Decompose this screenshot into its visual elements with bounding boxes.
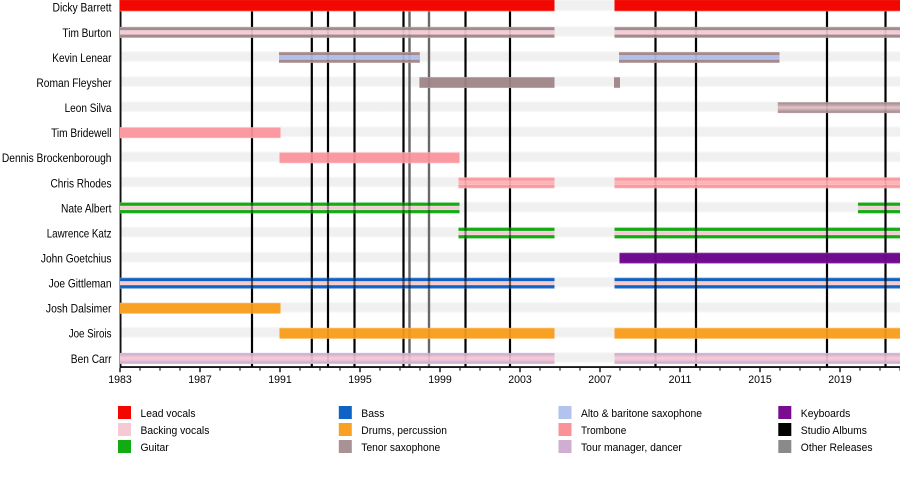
svg-text:John Goetchius: John Goetchius [41, 252, 112, 266]
svg-text:Ben Carr: Ben Carr [71, 352, 112, 366]
svg-text:Nate Albert: Nate Albert [61, 201, 112, 215]
svg-text:Dicky Barrett: Dicky Barrett [53, 1, 112, 15]
svg-text:Studio Albums: Studio Albums [801, 425, 867, 437]
svg-text:1987: 1987 [188, 374, 212, 386]
svg-text:1983: 1983 [108, 374, 132, 386]
svg-text:Tim Burton: Tim Burton [62, 26, 111, 40]
svg-text:Other Releases: Other Releases [801, 442, 873, 454]
svg-text:2007: 2007 [588, 374, 612, 386]
svg-text:Leon Silva: Leon Silva [65, 101, 112, 115]
svg-text:Drums, percussion: Drums, percussion [361, 425, 447, 437]
svg-text:Tour manager, dancer: Tour manager, dancer [581, 442, 682, 454]
svg-text:Joe Gittleman: Joe Gittleman [49, 277, 112, 291]
svg-text:Lawrence Katz: Lawrence Katz [47, 226, 112, 240]
svg-text:Dennis Brockenborough: Dennis Brockenborough [2, 151, 112, 165]
svg-text:2015: 2015 [748, 374, 772, 386]
svg-text:Tim Bridewell: Tim Bridewell [51, 126, 111, 140]
svg-text:1995: 1995 [348, 374, 372, 386]
svg-text:1999: 1999 [428, 374, 452, 386]
svg-text:Alto & baritone saxophone: Alto & baritone saxophone [581, 408, 702, 420]
svg-text:Guitar: Guitar [141, 442, 169, 454]
svg-text:Kevin Lenear: Kevin Lenear [52, 51, 111, 65]
svg-text:1991: 1991 [268, 374, 292, 386]
svg-text:Backing vocals: Backing vocals [141, 425, 210, 437]
svg-text:Josh Dalsimer: Josh Dalsimer [46, 302, 112, 316]
svg-text:Bass: Bass [361, 408, 385, 420]
svg-text:Lead vocals: Lead vocals [141, 408, 196, 420]
svg-text:Keyboards: Keyboards [801, 408, 851, 420]
svg-text:2011: 2011 [669, 374, 692, 386]
svg-text:2019: 2019 [828, 374, 852, 386]
svg-text:Chris Rhodes: Chris Rhodes [51, 176, 112, 190]
svg-text:Tenor saxophone: Tenor saxophone [361, 442, 440, 454]
svg-text:Trombone: Trombone [581, 425, 626, 437]
svg-text:Roman Fleysher: Roman Fleysher [36, 76, 111, 90]
svg-text:2003: 2003 [508, 374, 532, 386]
svg-text:Joe Sirois: Joe Sirois [69, 327, 112, 341]
